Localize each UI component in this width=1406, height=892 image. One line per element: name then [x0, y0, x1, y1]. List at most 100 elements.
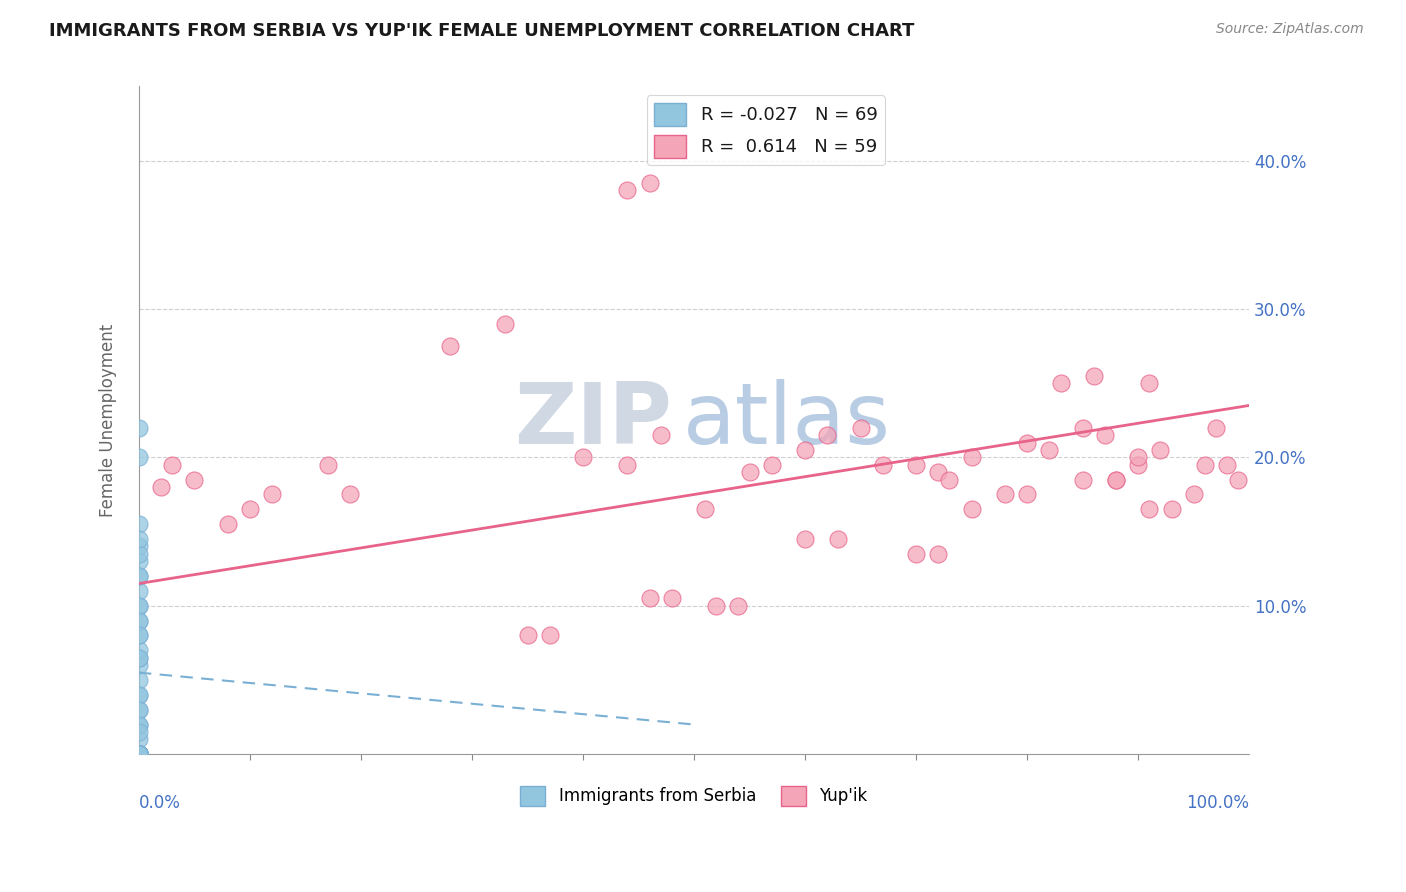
Point — [794, 442, 817, 457]
Point — [128, 747, 150, 762]
Point — [239, 502, 262, 516]
Point — [738, 465, 761, 479]
Point — [128, 747, 150, 762]
Point — [128, 747, 150, 762]
Point — [128, 628, 150, 642]
Point — [827, 532, 849, 546]
Point — [128, 725, 150, 739]
Point — [1216, 458, 1239, 472]
Point — [128, 547, 150, 561]
Point — [128, 650, 150, 665]
Point — [128, 747, 150, 762]
Point — [128, 747, 150, 762]
Point — [128, 747, 150, 762]
Point — [128, 688, 150, 702]
Point — [128, 569, 150, 583]
Text: Source: ZipAtlas.com: Source: ZipAtlas.com — [1216, 22, 1364, 37]
Y-axis label: Female Unemployment: Female Unemployment — [100, 324, 117, 516]
Point — [128, 703, 150, 717]
Point — [616, 458, 638, 472]
Point — [849, 420, 872, 434]
Point — [1071, 420, 1094, 434]
Point — [1128, 450, 1150, 465]
Point — [661, 591, 683, 606]
Point — [638, 591, 661, 606]
Point — [815, 428, 838, 442]
Point — [695, 502, 717, 516]
Point — [1205, 420, 1227, 434]
Point — [128, 747, 150, 762]
Point — [128, 450, 150, 465]
Point — [960, 450, 983, 465]
Point — [1105, 473, 1128, 487]
Point — [1137, 502, 1160, 516]
Text: 0.0%: 0.0% — [139, 794, 181, 813]
Point — [128, 717, 150, 731]
Point — [128, 747, 150, 762]
Point — [128, 747, 150, 762]
Point — [339, 487, 361, 501]
Point — [128, 747, 150, 762]
Point — [128, 650, 150, 665]
Point — [128, 747, 150, 762]
Point — [160, 458, 183, 472]
Point — [938, 473, 960, 487]
Point — [128, 569, 150, 583]
Point — [1160, 502, 1182, 516]
Point — [128, 658, 150, 673]
Point — [183, 473, 205, 487]
Legend: Immigrants from Serbia, Yup'ik: Immigrants from Serbia, Yup'ik — [513, 779, 875, 813]
Point — [128, 747, 150, 762]
Point — [128, 643, 150, 657]
Point — [128, 540, 150, 554]
Point — [1227, 473, 1250, 487]
Text: ZIP: ZIP — [515, 379, 672, 462]
Point — [704, 599, 727, 613]
Point — [128, 599, 150, 613]
Point — [128, 747, 150, 762]
Text: 100.0%: 100.0% — [1187, 794, 1250, 813]
Point — [1137, 376, 1160, 391]
Point — [128, 747, 150, 762]
Point — [128, 554, 150, 568]
Point — [128, 747, 150, 762]
Point — [572, 450, 595, 465]
Point — [128, 747, 150, 762]
Point — [128, 747, 150, 762]
Point — [128, 717, 150, 731]
Point — [128, 747, 150, 762]
Point — [128, 747, 150, 762]
Point — [1182, 487, 1205, 501]
Point — [994, 487, 1017, 501]
Point — [1149, 442, 1171, 457]
Point — [905, 458, 928, 472]
Point — [128, 747, 150, 762]
Point — [128, 747, 150, 762]
Point — [128, 747, 150, 762]
Text: IMMIGRANTS FROM SERBIA VS YUP'IK FEMALE UNEMPLOYMENT CORRELATION CHART: IMMIGRANTS FROM SERBIA VS YUP'IK FEMALE … — [49, 22, 914, 40]
Point — [128, 614, 150, 628]
Point — [650, 428, 672, 442]
Point — [128, 420, 150, 434]
Point — [128, 747, 150, 762]
Point — [538, 628, 561, 642]
Point — [927, 547, 949, 561]
Point — [128, 747, 150, 762]
Point — [128, 614, 150, 628]
Point — [128, 747, 150, 762]
Point — [494, 317, 516, 331]
Point — [1105, 473, 1128, 487]
Point — [1128, 458, 1150, 472]
Point — [128, 747, 150, 762]
Point — [1194, 458, 1216, 472]
Point — [960, 502, 983, 516]
Point — [128, 517, 150, 532]
Point — [128, 747, 150, 762]
Point — [128, 747, 150, 762]
Point — [128, 747, 150, 762]
Point — [128, 584, 150, 599]
Point — [1049, 376, 1071, 391]
Point — [128, 532, 150, 546]
Point — [128, 747, 150, 762]
Point — [128, 703, 150, 717]
